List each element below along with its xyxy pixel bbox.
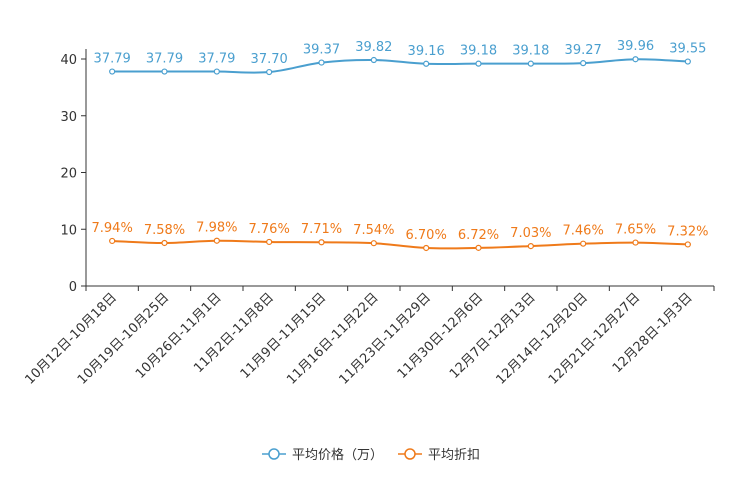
data-label: 7.65% [615, 223, 656, 238]
data-label: 6.70% [406, 228, 447, 243]
data-point[interactable] [318, 59, 325, 66]
data-label: 7.58% [144, 223, 185, 238]
data-point[interactable] [527, 60, 534, 67]
data-point[interactable] [266, 238, 273, 246]
x-tick-label: 12月21日-12月27日 [546, 290, 643, 387]
data-point[interactable] [527, 243, 534, 250]
data-point[interactable] [580, 240, 587, 247]
x-tick-label: 11月16日-11月22日 [284, 290, 381, 387]
series-line [112, 239, 688, 250]
data-point[interactable] [161, 68, 168, 75]
data-label: 37.79 [94, 52, 131, 67]
data-label: 37.70 [251, 52, 288, 67]
x-tick-label: 11月23日-11月29日 [337, 290, 434, 387]
data-point[interactable] [632, 56, 639, 63]
data-point[interactable] [580, 60, 587, 67]
data-label: 7.76% [249, 222, 290, 237]
data-label: 7.71% [301, 222, 342, 237]
data-point[interactable] [632, 239, 639, 246]
legend-marker [404, 448, 416, 460]
data-point[interactable] [213, 237, 220, 244]
data-point[interactable] [213, 68, 220, 75]
chart-legend[interactable]: 平均价格（万） 平均折扣 [262, 447, 480, 463]
series-line [112, 58, 688, 74]
data-point[interactable] [684, 241, 691, 248]
data-label: 39.27 [565, 43, 602, 58]
y-tick-label: 40 [60, 53, 77, 68]
data-label: 7.98% [196, 221, 237, 236]
x-tick-label: 10月19日-10月25日 [75, 290, 172, 387]
chart-axes: 01020304010月12日-10月18日10月19日-10月25日10月26… [23, 49, 715, 388]
series-1: 37.79 37.79 37.79 37.70 39.37 39.82 39.16 39.18… [94, 39, 706, 76]
data-point[interactable] [475, 60, 482, 67]
series-layer: 37.79 37.79 37.79 37.70 39.37 39.82 39.16 39.18… [92, 39, 708, 252]
y-tick-label: 20 [60, 167, 77, 182]
legend-label: 平均价格（万） [292, 447, 383, 463]
data-label: 39.82 [355, 40, 392, 55]
data-label: 7.03% [510, 226, 551, 241]
data-label: 6.72% [458, 228, 499, 243]
data-point[interactable] [109, 237, 116, 245]
data-label: 37.79 [146, 52, 183, 67]
series-2: 7.94% 7.58% 7.98% 7.76% 7.71% 7.54% 6.70% 6.72%… [92, 221, 708, 252]
legend-marker [268, 448, 280, 460]
data-point[interactable] [161, 239, 168, 247]
data-label: 39.37 [303, 43, 340, 58]
data-point[interactable] [475, 244, 482, 251]
x-tick-label: 10月12日-10月18日 [23, 290, 120, 387]
data-point[interactable] [318, 239, 325, 246]
data-point[interactable] [370, 56, 377, 64]
data-label: 7.94% [92, 221, 133, 236]
data-point[interactable] [109, 68, 116, 75]
legend-item-2[interactable]: 平均折扣 [398, 448, 480, 463]
data-point[interactable] [423, 244, 430, 252]
x-tick-label: 12月14日-12月20日 [494, 290, 591, 387]
data-label: 39.55 [669, 42, 706, 57]
data-label: 7.54% [353, 223, 394, 238]
data-label: 39.18 [460, 44, 497, 59]
y-tick-label: 30 [60, 110, 77, 125]
data-point[interactable] [423, 60, 430, 67]
data-point[interactable] [684, 58, 691, 65]
data-label: 39.96 [617, 39, 654, 54]
data-label: 37.79 [198, 52, 235, 67]
data-label: 39.16 [408, 44, 445, 59]
data-point[interactable] [266, 68, 273, 76]
y-tick-label: 0 [69, 280, 77, 295]
data-label: 7.46% [563, 224, 604, 239]
data-label: 7.32% [667, 224, 708, 239]
legend-label: 平均折扣 [428, 448, 480, 463]
data-label: 39.18 [512, 44, 549, 59]
legend-item-1[interactable]: 平均价格（万） [262, 447, 383, 463]
y-tick-label: 10 [60, 223, 77, 238]
data-point[interactable] [370, 240, 377, 247]
